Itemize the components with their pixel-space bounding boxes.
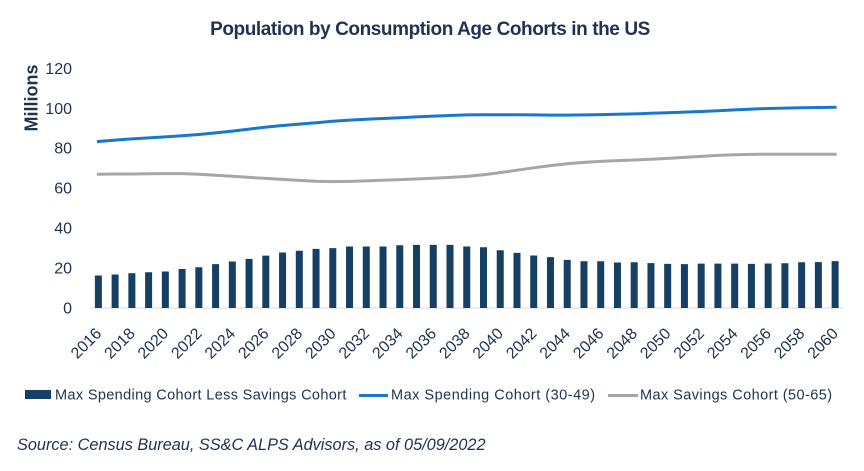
svg-text:80: 80 <box>54 141 72 158</box>
svg-text:Max Spending Cohort (30-49): Max Spending Cohort (30-49) <box>391 388 596 404</box>
svg-text:Max Spending Cohort Less Savin: Max Spending Cohort Less Savings Cohort <box>55 388 347 404</box>
svg-text:0: 0 <box>63 301 72 318</box>
svg-text:Population by Consumption Age: Population by Consumption Age Cohorts in… <box>210 19 650 40</box>
svg-text:40: 40 <box>54 221 72 238</box>
svg-text:60: 60 <box>54 181 72 198</box>
svg-text:Millions: Millions <box>22 65 42 132</box>
svg-text:Source: Census Bureau, SS&C AL: Source: Census Bureau, SS&C ALPS Advisor… <box>17 436 486 454</box>
svg-text:120: 120 <box>45 61 72 78</box>
svg-text:20: 20 <box>54 261 72 278</box>
svg-text:Max Savings Cohort (50-65): Max Savings Cohort (50-65) <box>640 388 833 404</box>
svg-text:100: 100 <box>45 101 72 118</box>
